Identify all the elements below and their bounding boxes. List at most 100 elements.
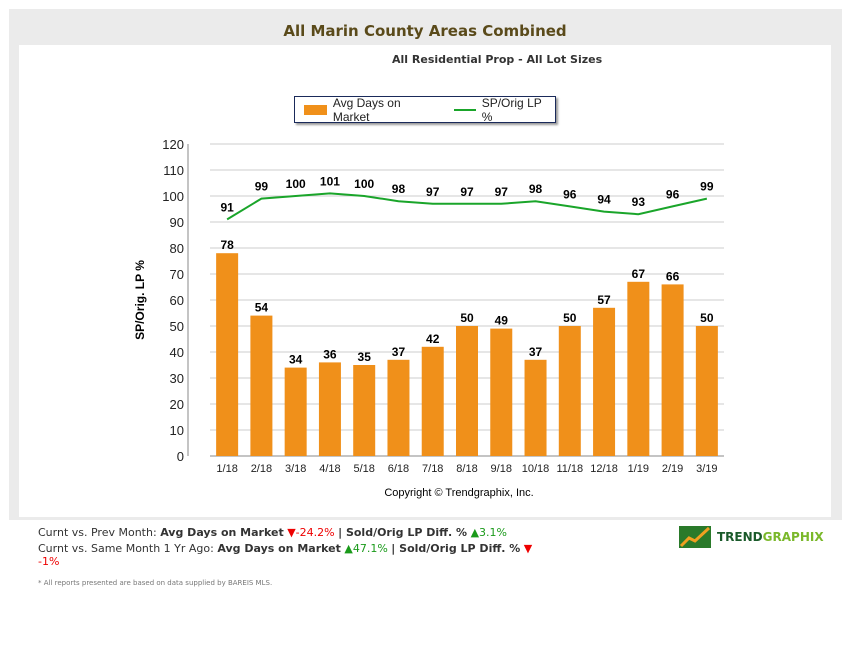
bar-data-label: 36	[323, 347, 337, 361]
y-tick-label: 50	[170, 319, 184, 334]
x-tick-label: 1/19	[628, 463, 649, 475]
row1-dom: Avg Days on Market	[160, 526, 284, 539]
x-tick-label: 12/18	[590, 463, 618, 475]
bar	[490, 328, 513, 456]
y-tick-label: 10	[170, 423, 184, 438]
x-tick-label: 2/18	[251, 463, 272, 475]
chart-legend: Avg Days on Market SP/Orig LP %	[294, 95, 556, 124]
legend-swatch-line	[453, 108, 476, 111]
bar	[318, 362, 341, 456]
y-tick-label: 30	[170, 371, 184, 386]
bar-data-label: 50	[563, 311, 577, 325]
x-tick-label: 6/18	[388, 463, 409, 475]
y-tick-label: 90	[170, 215, 184, 230]
bar-data-label: 37	[529, 345, 543, 359]
bar-data-label: 34	[289, 353, 303, 367]
page-title: All Marin County Areas Combined	[283, 22, 567, 40]
up-arrow-icon: ▲	[470, 526, 480, 539]
x-tick-label: 4/18	[319, 463, 340, 475]
x-tick-label: 7/18	[422, 463, 443, 475]
down-arrow-icon: ▼	[523, 542, 533, 555]
bar-data-label: 42	[426, 332, 440, 346]
bar	[627, 281, 650, 456]
x-tick-label: 3/19	[696, 463, 717, 475]
bar	[695, 326, 718, 456]
data-source-note: * All reports presented are based on dat…	[38, 579, 273, 587]
bar	[456, 326, 478, 456]
bar	[387, 359, 410, 456]
bar	[593, 307, 616, 456]
line-data-label: 100	[354, 177, 374, 191]
logo-chart-icon	[679, 526, 711, 548]
row1-dom-value: -24.2%	[295, 526, 335, 539]
line-data-label: 97	[426, 185, 440, 199]
footer-row-2: Curnt vs. Same Month 1 Yr Ago: Avg Days …	[38, 542, 538, 568]
y-tick-label: 70	[170, 267, 184, 282]
row2-dom: Avg Days on Market	[217, 542, 341, 555]
up-arrow-icon: ▲	[344, 542, 353, 555]
legend-label-bar: Avg Days on Market	[332, 95, 401, 124]
row2-lp: | Sold/Orig LP Diff. %	[391, 542, 521, 555]
bar-data-label: 67	[632, 267, 646, 281]
bar-data-label: 37	[392, 345, 406, 359]
legend-label-line: SP/Orig LP %	[481, 95, 542, 124]
x-tick-label: 10/18	[522, 463, 550, 475]
line-data-label: 98	[392, 182, 406, 196]
line-data-label: 98	[529, 182, 543, 196]
bar	[284, 367, 307, 456]
line-data-label: 91	[220, 200, 234, 214]
y-tick-label: 80	[170, 241, 184, 256]
row1-label: Curnt vs. Prev Month:	[38, 526, 157, 539]
bar-data-label: 50	[700, 311, 714, 325]
line-data-label: 94	[597, 193, 611, 207]
bar-data-label: 54	[255, 301, 269, 315]
line-data-label: 93	[632, 195, 646, 209]
x-tick-label: 11/18	[556, 463, 583, 475]
y-tick-label: 20	[170, 397, 184, 412]
bar	[524, 359, 547, 456]
footer-row-1: Curnt vs. Prev Month: Avg Days on Market…	[38, 526, 507, 539]
copyright: Copyright © Trendgraphix, Inc.	[384, 487, 533, 499]
chart-subtitle: All Residential Prop - All Lot Sizes	[392, 53, 603, 66]
bar-data-label: 66	[666, 269, 680, 283]
bar	[353, 365, 376, 456]
bar-data-label: 35	[358, 350, 372, 364]
bar-data-label: 57	[597, 293, 611, 307]
row2-lp-value: -1%	[38, 555, 60, 568]
y-tick-label: 100	[162, 189, 184, 204]
row1-lp-value: 3.1%	[479, 526, 507, 539]
chart-svg: 0 10 20 30 40 50 60 70 80 90 100 110 120 SP/Orig. LP …	[133, 137, 724, 499]
line-data-label: 97	[460, 185, 474, 199]
bar-data-label: 50	[460, 311, 474, 325]
line-data-label: 99	[700, 180, 714, 194]
bar	[661, 284, 684, 456]
logo-text-a: TREND	[717, 530, 763, 544]
trendgraphix-logo: TRENDGRAPHIX	[679, 526, 824, 548]
bar	[421, 346, 444, 456]
line-data-label: 100	[286, 177, 306, 191]
logo-text-b: GRAPHIX	[762, 530, 824, 544]
y-axis-label: SP/Orig. LP %	[133, 260, 147, 340]
y-tick-label: 60	[170, 293, 184, 308]
line-data-label: 101	[320, 174, 340, 188]
x-tick-label: 8/18	[456, 463, 477, 475]
down-arrow-icon: ▼	[287, 526, 296, 539]
bar	[558, 326, 581, 456]
bar	[250, 315, 273, 456]
y-tick-label: 40	[170, 345, 184, 360]
x-tick-label: 5/18	[353, 463, 374, 475]
line-data-label: 99	[255, 180, 269, 194]
legend-swatch-bar	[304, 104, 327, 115]
x-tick-label: 2/19	[662, 463, 683, 475]
line-data-label: 96	[563, 187, 577, 201]
bar-data-label: 49	[495, 314, 509, 328]
x-tick-label: 3/18	[285, 463, 306, 475]
y-tick-label: 120	[162, 137, 184, 152]
x-tick-label: 1/18	[216, 463, 237, 475]
row2-label: Curnt vs. Same Month 1 Yr Ago:	[38, 542, 214, 555]
y-tick-label: 0	[177, 449, 184, 464]
y-tick-label: 110	[163, 163, 184, 178]
row2-dom-value: 47.1%	[352, 542, 388, 555]
bar	[216, 253, 239, 456]
x-tick-label: 9/18	[491, 463, 512, 475]
